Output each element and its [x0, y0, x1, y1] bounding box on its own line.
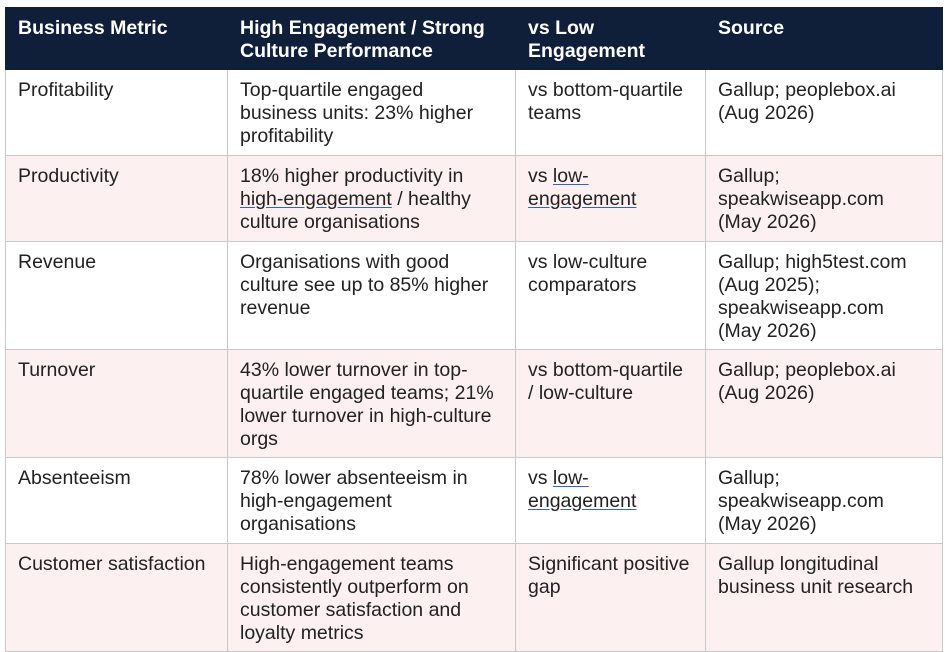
table-row-absenteeism: Absenteeism 78% lower absenteeism in hig… [5, 457, 943, 544]
cell-source: Gallup longitudinal business unit resear… [705, 543, 943, 652]
header-performance: High Engagement / Strong Culture Perform… [227, 7, 516, 70]
high-engagement-link[interactable]: high-engagement [240, 188, 392, 210]
cell-metric: Customer satisfaction [5, 543, 228, 652]
cell-metric: Absenteeism [5, 457, 228, 544]
cell-source: Gallup; speakwiseapp.com (May 2026) [705, 155, 943, 242]
cell-metric: Profitability [5, 69, 228, 156]
cell-performance: Organisations with good culture see up t… [227, 241, 516, 350]
performance-text-pre: 18% higher productivity in [240, 165, 464, 187]
table-row-productivity: Productivity 18% higher productivity in … [5, 155, 943, 242]
cell-metric: Turnover [5, 349, 228, 458]
table-row-profitability: Profitability Top-quartile engaged busin… [5, 69, 943, 156]
comparison-text-pre: vs [528, 165, 553, 187]
cell-source: Gallup; high5test.com (Aug 2025); speakw… [705, 241, 943, 350]
table-row-turnover: Turnover 43% lower turnover in top-quart… [5, 349, 943, 458]
cell-source: Gallup; peoplebox.ai (Aug 2026) [705, 69, 943, 156]
low-engagement-link[interactable]: low-engagement [528, 467, 637, 512]
header-source: Source [705, 7, 943, 70]
cell-performance: High-engagement teams consistently outpe… [227, 543, 516, 652]
cell-metric: Productivity [5, 155, 228, 242]
cell-comparison: vs low-culture comparators [515, 241, 706, 350]
low-engagement-link[interactable]: low-engagement [528, 165, 637, 210]
cell-performance: 43% lower turnover in top-quartile engag… [227, 349, 516, 458]
cell-performance: Top-quartile engaged business units: 23%… [227, 69, 516, 156]
cell-performance: 78% lower absenteeism in high-engagement… [227, 457, 516, 544]
comparison-text-pre: vs [528, 467, 553, 489]
cell-source: Gallup; peoplebox.ai (Aug 2026) [705, 349, 943, 458]
cell-performance: 18% higher productivity in high-engageme… [227, 155, 516, 242]
cell-comparison: vs low-engagement [515, 457, 706, 544]
business-metrics-table: Business Metric High Engagement / Strong… [5, 7, 943, 652]
header-business-metric: Business Metric [5, 7, 228, 70]
table-header-row: Business Metric High Engagement / Strong… [5, 7, 943, 70]
cell-comparison: vs low-engagement [515, 155, 706, 242]
cell-comparison: vs bottom-quartile / low-culture [515, 349, 706, 458]
header-comparison: vs Low Engagement [515, 7, 706, 70]
metrics-table-container: Business Metric High Engagement / Strong… [5, 7, 943, 652]
table-row-customer-satisfaction: Customer satisfaction High-engagement te… [5, 543, 943, 652]
cell-source: Gallup; speakwiseapp.com (May 2026) [705, 457, 943, 544]
cell-comparison: vs bottom-quartile teams [515, 69, 706, 156]
performance-text-post: / healthy culture organisations [240, 188, 471, 233]
table-row-revenue: Revenue Organisations with good culture … [5, 241, 943, 350]
cell-metric: Revenue [5, 241, 228, 350]
cell-comparison: Significant positive gap [515, 543, 706, 652]
